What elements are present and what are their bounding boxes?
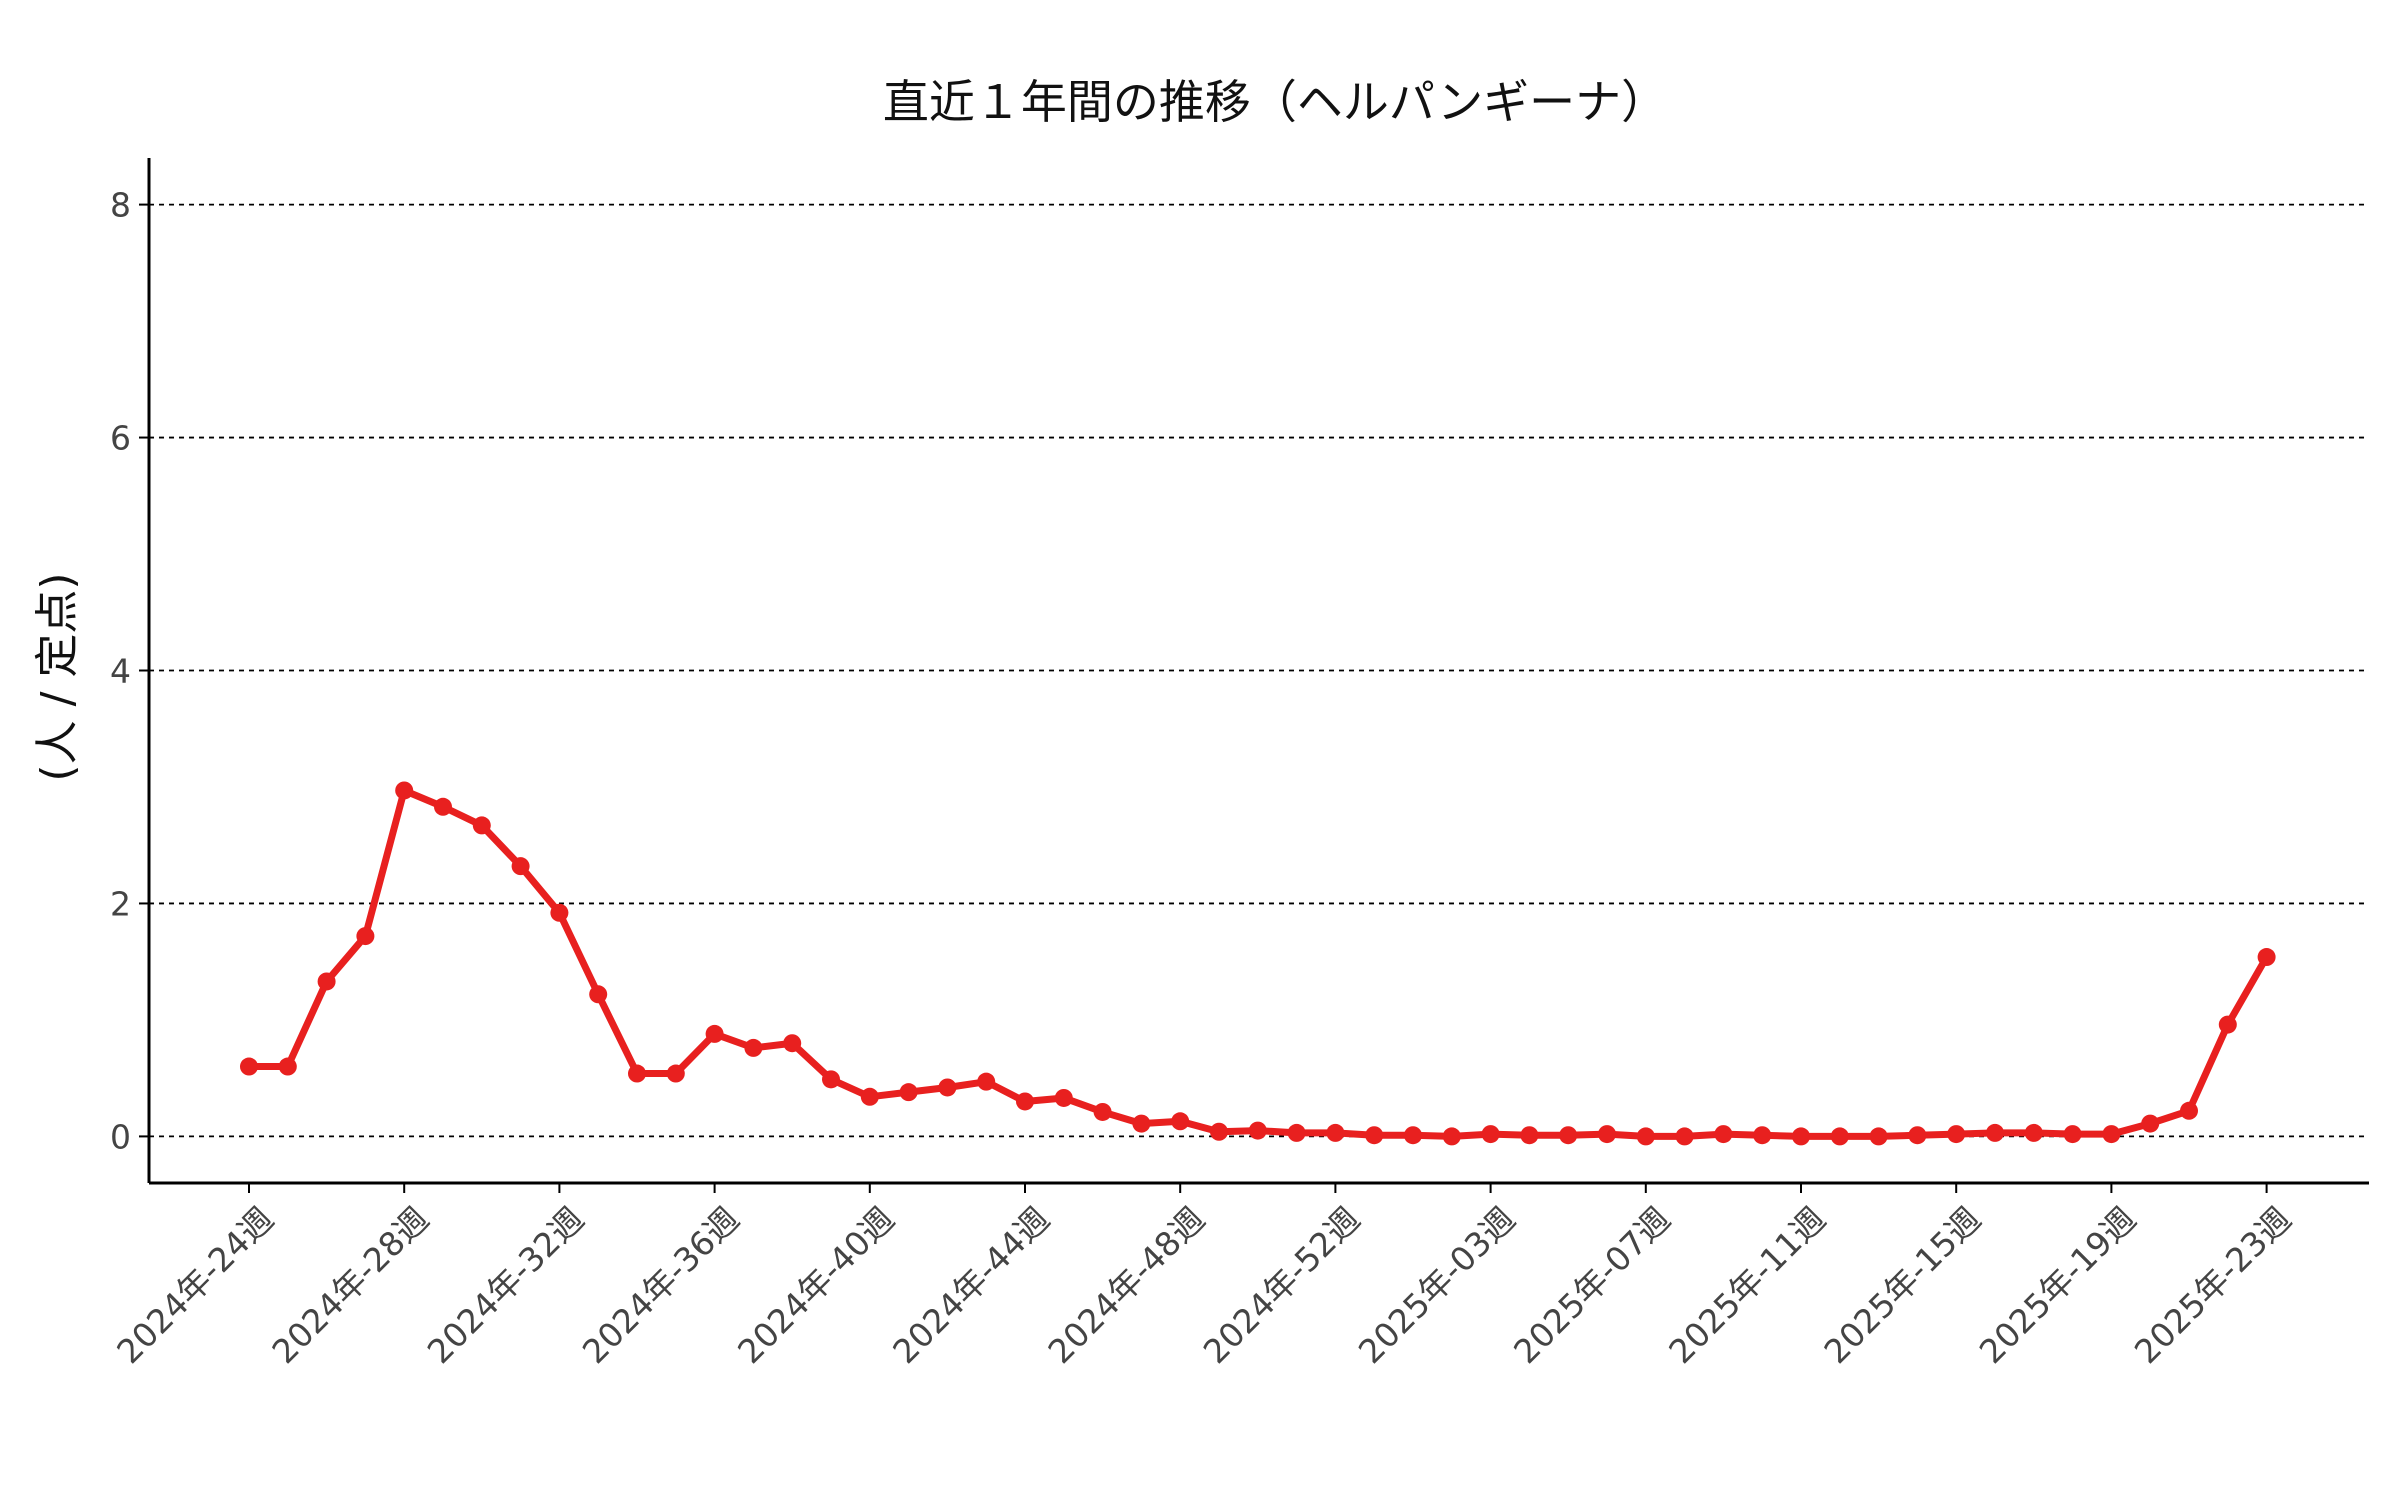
- point: [472, 816, 491, 835]
- x-tick-label: 2024年-48週: [1040, 1199, 1212, 1371]
- point: [1636, 1127, 1655, 1146]
- point: [1210, 1122, 1228, 1141]
- point: [278, 1057, 297, 1076]
- point: [589, 985, 608, 1004]
- point: [1869, 1127, 1888, 1146]
- point: [1132, 1114, 1151, 1133]
- point: [434, 797, 452, 816]
- x-tick-label: 2025年-07週: [1506, 1199, 1678, 1371]
- point: [2141, 1114, 2160, 1133]
- point: [860, 1087, 879, 1106]
- point: [666, 1064, 685, 1083]
- point: [1714, 1125, 1733, 1144]
- point: [1287, 1123, 1306, 1142]
- point: [899, 1083, 918, 1102]
- x-tick-label: 2024年-44週: [885, 1199, 1057, 1371]
- y-tick-label: 6: [110, 419, 131, 458]
- point: [1248, 1121, 1267, 1140]
- line: [249, 786, 2270, 1140]
- point: [822, 1070, 840, 1089]
- point: [1675, 1127, 1694, 1146]
- y-tick-label: 8: [110, 186, 131, 225]
- point: [1598, 1125, 1616, 1144]
- y-tick-label: 2: [110, 884, 131, 923]
- y-tick-label: 4: [110, 652, 131, 691]
- point: [977, 1072, 996, 1091]
- x-tick-label: 2025年-19週: [1972, 1199, 2144, 1371]
- point: [1830, 1127, 1849, 1146]
- point: [1365, 1126, 1384, 1145]
- x-tick-label: 2024年-28週: [264, 1199, 436, 1371]
- point: [356, 927, 375, 946]
- point: [2257, 948, 2276, 967]
- point: [511, 857, 530, 876]
- x-tick-label: 2024年-32週: [420, 1199, 592, 1371]
- x-tick-label: 2025年-15週: [1816, 1199, 1988, 1371]
- point: [2102, 1125, 2121, 1144]
- point: [1792, 1127, 1810, 1146]
- chart-title: 直近１年間の推移（ヘルパンギーナ）: [883, 75, 1667, 129]
- x-tick-label: 2024年-40週: [730, 1199, 902, 1371]
- point: [705, 1024, 724, 1043]
- point: [2180, 1101, 2198, 1120]
- point: [744, 1038, 763, 1057]
- point: [628, 1064, 646, 1083]
- y-axis-label: (人 / 定点): [32, 572, 83, 781]
- point: [783, 1034, 802, 1053]
- point: [1326, 1123, 1345, 1142]
- point: [1016, 1092, 1034, 1111]
- point: [938, 1078, 957, 1097]
- x-tick-label: 2024年-24週: [109, 1199, 281, 1371]
- x-tick-label: 2025年-03週: [1351, 1199, 1523, 1371]
- point: [1404, 1126, 1422, 1145]
- point: [1520, 1126, 1539, 1145]
- point: [395, 781, 414, 800]
- point: [1171, 1112, 1190, 1131]
- point: [1442, 1127, 1461, 1146]
- point: [1559, 1126, 1578, 1145]
- x-tick-label: 2024年-52週: [1196, 1199, 1368, 1371]
- point: [1986, 1123, 2004, 1142]
- point: [2218, 1015, 2237, 1034]
- y-tick-label: 0: [110, 1117, 131, 1156]
- x-tick-label: 2024年-36週: [575, 1199, 747, 1371]
- point: [1481, 1125, 1500, 1144]
- point: [1093, 1102, 1112, 1121]
- point: [2024, 1123, 2043, 1142]
- point: [240, 1057, 258, 1076]
- point: [1947, 1125, 1966, 1144]
- point: [1054, 1088, 1073, 1107]
- point: [550, 903, 569, 922]
- point: [1753, 1126, 1772, 1145]
- point: [317, 972, 336, 991]
- point: [2063, 1125, 2082, 1144]
- x-tick-label: 2025年-11週: [1661, 1199, 1833, 1371]
- x-tick-label: 2025年-23週: [2127, 1199, 2299, 1371]
- point: [1908, 1126, 1927, 1145]
